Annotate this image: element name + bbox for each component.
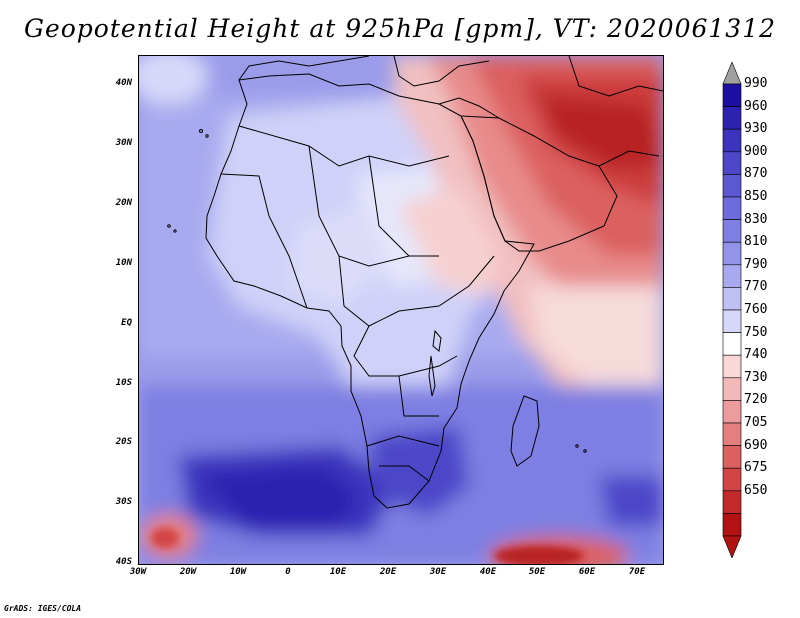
- colorbar-swatch: [722, 287, 742, 311]
- lon-label-10w: 10W: [229, 567, 247, 577]
- lon-label-50e: 50E: [528, 567, 546, 577]
- colorbar-tick-label: 675: [744, 460, 768, 476]
- colorbar-tick-label: 900: [744, 143, 768, 159]
- lat-label-20s: 20S: [115, 437, 132, 447]
- lon-label-10e: 10E: [329, 567, 347, 577]
- colorbar-tick-label: 705: [744, 415, 768, 430]
- lon-label-20e: 20E: [379, 567, 397, 577]
- colorbar-bottom-arrow: [722, 535, 742, 558]
- lon-label-60e: 60E: [578, 567, 596, 577]
- lon-label-30e: 30E: [429, 567, 447, 577]
- colorbar-swatch: [722, 332, 742, 356]
- colorbar-swatch: [722, 106, 742, 130]
- colorbar-swatch: [722, 151, 742, 175]
- colorbar-tick-label: 960: [744, 98, 768, 114]
- map-panel: [138, 55, 664, 565]
- lat-label-10n: 10N: [115, 258, 132, 268]
- colorbar-tick-label: 690: [744, 437, 768, 453]
- colorbar-tick-label: 850: [744, 189, 768, 204]
- lat-label-10s: 10S: [115, 378, 132, 388]
- colorbar-swatch: [722, 467, 742, 492]
- height-field: [139, 56, 663, 564]
- southwest-warm-spot: [151, 528, 179, 548]
- colorbar: [722, 62, 742, 558]
- lon-label-20w: 20W: [179, 567, 197, 577]
- lat-label-30s: 30S: [115, 497, 132, 507]
- map-svg: [139, 56, 663, 564]
- lat-label-40s: 40S: [115, 557, 132, 567]
- colorbar-tick-label: 930: [744, 121, 768, 137]
- colorbar-swatch: [722, 445, 742, 469]
- colorbar-tick-label: 740: [744, 347, 768, 363]
- lat-label-30n: 30N: [115, 138, 132, 148]
- colorbar-tick-label: 810: [744, 234, 768, 250]
- colorbar-tick-label: 650: [744, 482, 768, 498]
- lat-label-20n: 20N: [115, 198, 132, 208]
- colorbar-swatch: [722, 377, 742, 401]
- colorbar-tick-label: 990: [744, 76, 768, 91]
- lat-label-eq: EQ: [121, 318, 132, 328]
- colorbar-tick-label: 790: [744, 256, 768, 272]
- cutoff-low-warm-patch: [494, 546, 584, 564]
- colorbar-swatch: [722, 490, 742, 514]
- colorbar-swatch: [722, 513, 742, 537]
- colorbar-swatch: [722, 264, 742, 288]
- colorbar-swatch: [722, 128, 742, 153]
- credit-label: GrADS: IGES/COLA: [4, 604, 82, 613]
- colorbar-swatch: [722, 422, 742, 446]
- colorbar-tick-label: 750: [744, 324, 768, 340]
- colorbar-swatch: [722, 309, 742, 333]
- colorbar-swatch: [722, 219, 742, 243]
- colorbar-tick-label: 870: [744, 166, 768, 182]
- colorbar-tick-label: 720: [744, 392, 768, 408]
- colorbar-tick-label: 760: [744, 302, 768, 317]
- lon-label-30w: 30W: [129, 567, 147, 577]
- lon-label-70e: 70E: [628, 567, 646, 577]
- colorbar-swatch: [722, 174, 742, 198]
- lon-label-40e: 40E: [479, 567, 497, 577]
- lon-label-0: 0: [285, 567, 291, 577]
- colorbar-top-arrow: [722, 62, 742, 85]
- chart-title: Geopotential Height at 925hPa [gpm], VT:…: [23, 14, 777, 43]
- colorbar-tick-label: 770: [744, 279, 768, 295]
- colorbar-swatch: [722, 354, 742, 379]
- colorbar-swatch: [722, 196, 742, 220]
- colorbar-swatch: [722, 241, 742, 266]
- lat-label-40n: 40N: [115, 78, 132, 88]
- colorbar-swatch: [722, 83, 742, 107]
- colorbar-tick-label: 830: [744, 211, 768, 227]
- colorbar-tick-label: 730: [744, 369, 768, 385]
- coastlines: [167, 56, 663, 509]
- colorbar-swatch: [722, 400, 742, 424]
